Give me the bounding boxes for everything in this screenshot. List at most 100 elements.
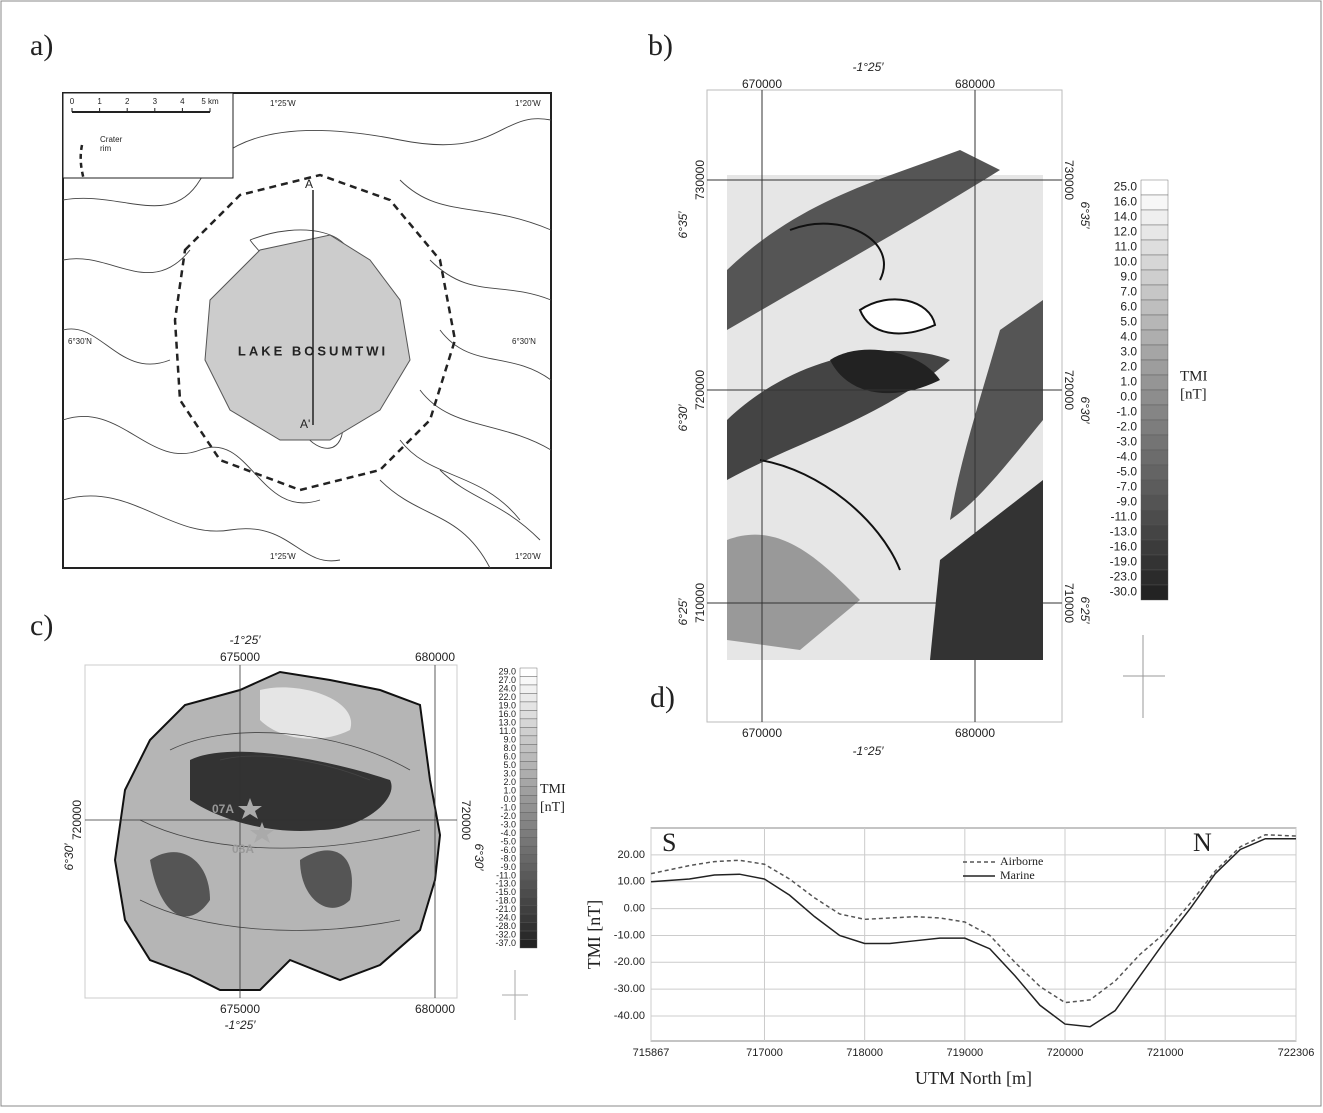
annotation: N [1193,828,1212,857]
y-tick-label: 0.00 [624,902,645,914]
lat-label: 6°30′ [676,404,690,432]
colorbar-cell [1141,315,1168,330]
colorbar-cell [520,931,537,939]
colorbar-cell [1141,375,1168,390]
colorbar-label: 4.0 [1120,330,1137,344]
colorbar-cell [1141,240,1168,255]
colorbar-label: -37.0 [495,938,516,948]
colorbar-label: 6.0 [1120,300,1137,314]
colorbar-label: -3.0 [1116,435,1137,449]
scale-label: 2 [125,97,130,106]
x-label: 675000 [220,1002,260,1016]
colorbar-cell [520,753,537,761]
lat-label: 6°30′ [1078,396,1092,424]
colorbar-cell [1141,285,1168,300]
x-tick-label: 721000 [1147,1047,1184,1059]
lon-label: -1°25′ [229,633,261,647]
lake-label: LAKE BOSUMTWI [238,343,388,358]
lon-label: -1°25′ [224,1018,256,1032]
x-tick-label: 715867 [633,1047,670,1059]
figure: a) A A' LAKE BOSUMTWI Crater rim 1°25'W … [0,0,1323,1108]
y-label: 720000 [693,370,707,410]
lat-label: 6°25′ [1078,596,1092,624]
colorbar-cell [520,736,537,744]
colorbar-title: [nT] [540,800,565,815]
colorbar-cell [520,693,537,701]
colorbar-label: 5.0 [1120,315,1137,329]
profile-label: A' [300,417,310,431]
colorbar-label: 7.0 [1120,285,1137,299]
colorbar-cell [1141,420,1168,435]
colorbar-label: 1.0 [1120,375,1137,389]
colorbar-cell [520,940,537,948]
plot-area [651,828,1296,1041]
colorbar-label: 11.0 [1115,240,1138,254]
lon-label: -1°25′ [852,744,884,758]
colorbar-cell [1141,330,1168,345]
colorbar-label: -7.0 [1116,480,1137,494]
colorbar-cell [1141,300,1168,315]
colorbar-cell [520,821,537,829]
scale-label: 4 [180,97,185,106]
colorbar-cell [1141,450,1168,465]
colorbar-label: -30.0 [1110,585,1138,599]
colorbar-cell [1141,480,1168,495]
colorbar-title: [nT] [1180,386,1207,402]
colorbar-cell [1141,195,1168,210]
x-label: 670000 [742,726,782,740]
colorbar-cell [520,829,537,837]
colorbar-cell [1141,210,1168,225]
colorbar-cell [520,880,537,888]
colorbar-label: -2.0 [1116,420,1137,434]
y-tick-label: 10.00 [617,876,645,888]
colorbar-title: TMI [540,782,566,797]
scale-label: 1 [97,97,102,106]
lon-label: -1°25′ [852,60,884,74]
colorbar-cell [520,906,537,914]
station-label: 08A [232,842,254,856]
colorbar-cell [520,914,537,922]
x-label: 670000 [742,77,782,91]
panel-label: d) [650,681,675,714]
colorbar-cell [520,889,537,897]
colorbar-label: 10.0 [1114,255,1138,269]
y-label: 730000 [1062,160,1076,200]
legend-text: rim [100,144,111,153]
colorbar-label: -4.0 [1116,450,1137,464]
colorbar-label: 25.0 [1114,180,1138,194]
colorbar-cell [520,804,537,812]
colorbar-cell [1141,570,1168,585]
colorbar-label: -9.0 [1116,495,1137,509]
x-tick-label: 720000 [1047,1047,1084,1059]
y-tick-label: -40.00 [614,1010,645,1022]
coord-label: 1°25'W [270,552,296,561]
y-label: 720000 [459,800,473,840]
station-label: 07A [212,802,234,816]
colorbar-cell [520,702,537,710]
colorbar-cell [520,812,537,820]
legend-label: Airborne [1000,854,1043,868]
colorbar-cell [520,778,537,786]
y-tick-label: -10.00 [614,929,645,941]
colorbar-label: 12.0 [1114,225,1138,239]
colorbar-cell [1141,390,1168,405]
colorbar-cell [1141,345,1168,360]
map-b: 670000 680000 -1°25′ 670000 680000 -1°25… [676,60,1092,758]
colorbar-cell [520,795,537,803]
x-tick-label: 718000 [846,1047,883,1059]
colorbar-cell [520,863,537,871]
colorbar-cell [1141,435,1168,450]
legend-label: Marine [1000,868,1035,882]
lat-label: 6°25′ [676,598,690,626]
colorbar-label: 0.0 [1120,390,1137,404]
x-label: 680000 [955,77,995,91]
colorbar-cell [520,727,537,735]
colorbar-cell [520,710,537,718]
colorbar-cell [1141,465,1168,480]
scale-label: 3 [153,97,158,106]
y-label: 710000 [693,583,707,623]
colorbar-cell [520,855,537,863]
colorbar-label: 3.0 [1120,345,1137,359]
colorbar-label: 2.0 [1120,360,1137,374]
panel-label: a) [30,29,53,62]
